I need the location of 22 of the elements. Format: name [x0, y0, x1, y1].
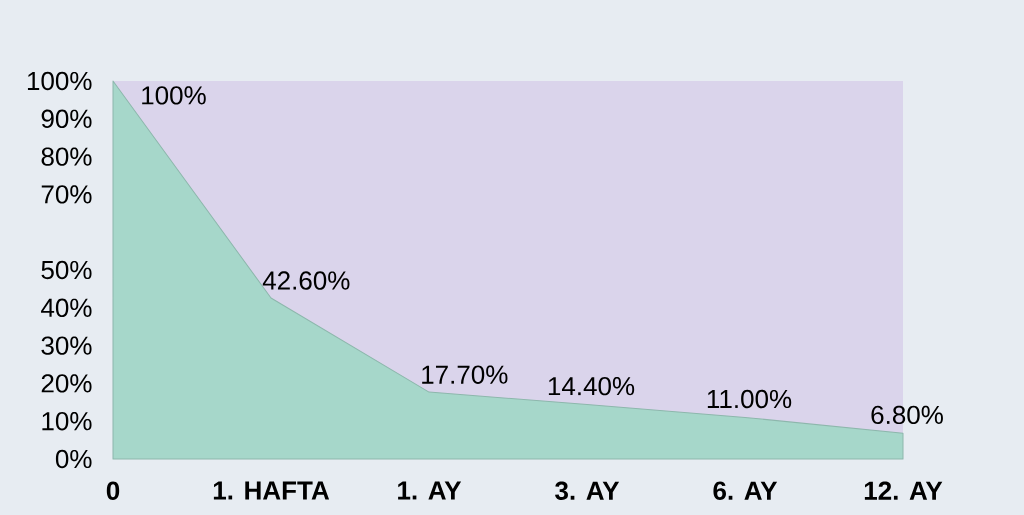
data-label: 100%: [142, 86, 206, 105]
data-label: 42.60%: [262, 271, 350, 290]
y-tick-label: 80%: [41, 147, 92, 166]
y-tick-label: 40%: [41, 298, 92, 317]
x-tick-label: 3. AY: [555, 481, 620, 500]
data-label: 6.80%: [871, 405, 943, 425]
data-label: 11.00%: [707, 389, 792, 409]
data-label: 17.70%: [422, 365, 508, 384]
y-tick-label: 20%: [41, 374, 92, 393]
x-tick-label: 0: [106, 481, 120, 500]
x-tick-label: 12. AY: [864, 481, 943, 500]
y-tick-label: 30%: [41, 336, 92, 355]
y-tick-label: 70%: [41, 185, 92, 204]
x-tick-label: 6. AY: [713, 481, 778, 500]
y-tick-label: 0%: [55, 449, 92, 469]
x-tick-label: 1. HAFTA: [213, 481, 330, 500]
y-tick-label: 50%: [41, 260, 92, 280]
y-tick-label: 10%: [42, 411, 92, 431]
y-tick-label: 100%: [27, 71, 92, 91]
y-tick-label: 90%: [41, 109, 92, 128]
x-tick-label: 1. AY: [398, 481, 462, 500]
data-label: 14.40%: [548, 376, 635, 396]
